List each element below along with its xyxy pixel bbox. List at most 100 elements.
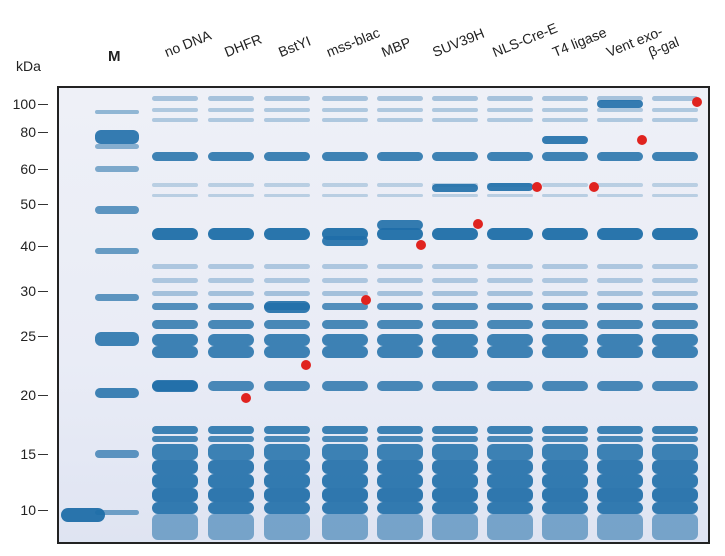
protein-band xyxy=(432,228,478,240)
protein-band xyxy=(208,228,254,240)
protein-band xyxy=(322,436,368,442)
protein-band xyxy=(432,334,478,346)
protein-band xyxy=(377,278,423,283)
protein-band xyxy=(652,444,698,460)
sample-lane-3 xyxy=(264,88,310,542)
kda-axis-title: kDa xyxy=(16,58,41,74)
protein-band xyxy=(597,488,643,502)
protein-band xyxy=(322,426,368,434)
protein-band xyxy=(152,488,198,502)
protein-band xyxy=(264,502,310,514)
tick-label-10: 10 xyxy=(20,502,36,518)
protein-band xyxy=(264,514,310,540)
protein-band xyxy=(597,460,643,474)
protein-band xyxy=(322,194,368,197)
protein-band xyxy=(652,264,698,269)
protein-band xyxy=(377,444,423,460)
protein-band xyxy=(377,194,423,197)
sample-lane-9 xyxy=(597,88,643,542)
sample-lane-5 xyxy=(377,88,423,542)
tick-label-20: 20 xyxy=(20,387,36,403)
protein-band xyxy=(432,303,478,310)
marker-band xyxy=(95,388,139,398)
protein-band xyxy=(597,502,643,514)
gel-image xyxy=(57,86,710,544)
protein-band xyxy=(542,436,588,442)
protein-band xyxy=(377,303,423,310)
protein-band xyxy=(264,426,310,434)
protein-band xyxy=(152,460,198,474)
protein-band xyxy=(152,194,198,197)
protein-band xyxy=(208,426,254,434)
marker-band xyxy=(95,206,139,214)
protein-band xyxy=(542,381,588,391)
protein-band xyxy=(264,444,310,460)
protein-band xyxy=(264,334,310,346)
protein-band xyxy=(208,460,254,474)
protein-band xyxy=(152,183,198,187)
lane-label-dhfr: DHFR xyxy=(222,30,265,60)
highlight-dot xyxy=(416,240,426,250)
highlight-dot xyxy=(532,182,542,192)
protein-band xyxy=(208,488,254,502)
protein-band xyxy=(487,194,533,197)
protein-band xyxy=(597,291,643,296)
protein-band xyxy=(597,334,643,346)
tick-label-40: 40 xyxy=(20,238,36,254)
lane-label-t4-ligase: T4 ligase xyxy=(550,23,609,60)
protein-band xyxy=(152,320,198,329)
tick-label-100: 100 xyxy=(12,96,36,112)
highlight-dot xyxy=(637,135,647,145)
protein-band xyxy=(487,436,533,442)
highlight-dot xyxy=(473,219,483,229)
protein-band xyxy=(152,502,198,514)
protein-band xyxy=(432,514,478,540)
lane-label-nls-cre-e: NLS-Cre-E xyxy=(490,19,560,60)
protein-band xyxy=(652,381,698,391)
protein-band xyxy=(208,346,254,358)
protein-band xyxy=(377,346,423,358)
marker-band xyxy=(95,130,139,144)
protein-band xyxy=(377,183,423,187)
protein-band xyxy=(487,118,533,122)
lane-label-no-dna: no DNA xyxy=(162,26,214,60)
protein-band xyxy=(487,502,533,514)
protein-band xyxy=(597,320,643,329)
protein-band xyxy=(432,291,478,296)
protein-band xyxy=(377,502,423,514)
lane-label-suv39h: SUV39H xyxy=(430,24,487,61)
protein-band xyxy=(377,152,423,161)
protein-band xyxy=(432,381,478,391)
protein-band xyxy=(542,514,588,540)
protein-band xyxy=(597,96,643,101)
protein-band xyxy=(487,474,533,488)
protein-band xyxy=(208,436,254,442)
protein-band xyxy=(652,514,698,540)
protein-band xyxy=(597,514,643,540)
protein-band xyxy=(487,96,533,101)
sample-lane-2 xyxy=(208,88,254,542)
protein-band xyxy=(652,152,698,161)
protein-band xyxy=(208,303,254,310)
protein-band xyxy=(208,96,254,101)
protein-band xyxy=(542,96,588,101)
protein-band xyxy=(652,303,698,310)
protein-band xyxy=(432,346,478,358)
lane-label-bstyi: BstYI xyxy=(276,32,314,60)
protein-band xyxy=(208,474,254,488)
protein-band xyxy=(377,96,423,101)
tick-mark-20 xyxy=(38,395,48,396)
protein-band xyxy=(377,228,423,240)
protein-band xyxy=(652,320,698,329)
protein-band xyxy=(652,474,698,488)
protein-band xyxy=(487,108,533,112)
protein-band xyxy=(597,108,643,112)
protein-band xyxy=(542,444,588,460)
protein-band xyxy=(597,303,643,310)
sample-lane-8 xyxy=(542,88,588,542)
protein-band xyxy=(377,514,423,540)
protein-band xyxy=(208,118,254,122)
protein-band xyxy=(432,108,478,112)
protein-band xyxy=(597,426,643,434)
marker-band xyxy=(95,110,139,114)
